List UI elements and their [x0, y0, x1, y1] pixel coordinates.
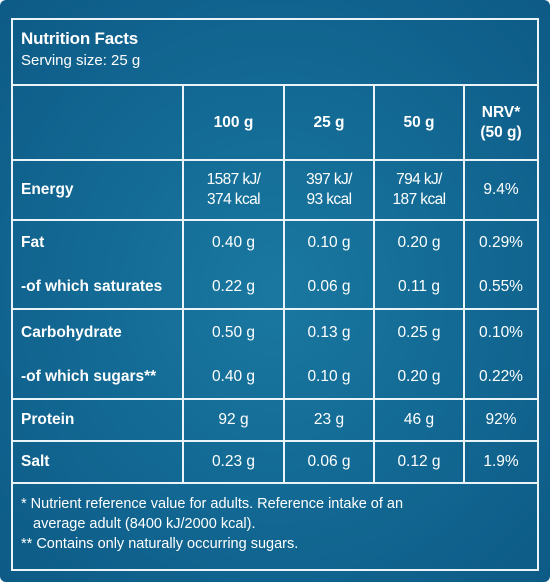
- row-label: -of which saturates: [21, 277, 163, 295]
- table-row-saturates: -of which saturates 0.22 g 0.06 g 0.11 g…: [13, 265, 537, 309]
- energy-25g-kj: 397 kJ/: [306, 171, 352, 188]
- energy-50g-kcal: 187 kcal: [392, 191, 447, 208]
- column-header-100g: 100 g: [182, 86, 284, 160]
- fat-nrv: 0.29%: [463, 219, 537, 265]
- serving-size: Serving size: 25 g: [21, 52, 141, 69]
- energy-nrv: 9.4%: [463, 159, 537, 220]
- row-label: Salt: [13, 440, 183, 482]
- row-label: Protein: [13, 398, 183, 441]
- saturates-per-25g: 0.06 g: [283, 265, 374, 309]
- carbohydrate-per-50g: 0.25 g: [373, 308, 464, 356]
- nrv-portion: (50 g): [480, 123, 522, 141]
- protein-per-100g: 92 g: [182, 398, 284, 441]
- carbohydrate-nrv: 0.10%: [463, 308, 537, 356]
- fat-per-100g: 0.40 g: [182, 219, 284, 265]
- table-row-carbohydrate: Carbohydrate 0.50 g 0.13 g 0.25 g 0.10%: [13, 308, 537, 356]
- energy-25g-kcal: 93 kcal: [306, 191, 353, 208]
- fat-per-50g: 0.20 g: [373, 219, 464, 265]
- nutrition-title: Nutrition Facts: [21, 29, 138, 48]
- energy-per-25g: 397 kJ/ 93 kcal: [283, 159, 374, 220]
- sugars-per-100g: 0.40 g: [182, 356, 284, 399]
- header-blank-cell: [13, 86, 183, 160]
- table-row-fat: Fat 0.40 g 0.10 g 0.20 g 0.29%: [13, 219, 537, 265]
- sugars-per-50g: 0.20 g: [373, 356, 464, 399]
- footnote-nrv: * Nutrient reference value for adults. R…: [21, 496, 404, 512]
- protein-nrv: 92%: [463, 398, 537, 441]
- salt-nrv: 1.9%: [463, 440, 537, 482]
- salt-per-25g: 0.06 g: [283, 440, 374, 482]
- carbohydrate-per-100g: 0.50 g: [182, 308, 284, 356]
- table-header-row: 100 g 25 g 50 g NRV* (50 g): [13, 86, 537, 160]
- fat-per-25g: 0.10 g: [283, 219, 374, 265]
- column-header-nrv: NRV* (50 g): [463, 86, 537, 160]
- sugars-per-25g: 0.10 g: [283, 356, 374, 399]
- saturates-per-100g: 0.22 g: [182, 265, 284, 309]
- footnotes: * Nutrient reference value for adults. R…: [13, 482, 537, 569]
- saturates-nrv: 0.55%: [463, 265, 537, 309]
- protein-per-50g: 46 g: [373, 398, 464, 441]
- nutrition-table: 100 g 25 g 50 g NRV* (50 g) Energy 1587 …: [13, 86, 537, 482]
- energy-50g-kj: 794 kJ/: [396, 171, 442, 188]
- row-label: Fat: [13, 219, 183, 265]
- column-header-25g: 25 g: [283, 86, 374, 160]
- salt-per-50g: 0.12 g: [373, 440, 464, 482]
- table-row-salt: Salt 0.23 g 0.06 g 0.12 g 1.9%: [13, 440, 537, 482]
- nrv-label: NRV*: [481, 103, 521, 121]
- energy-100g-kj: 1587 kJ/: [206, 171, 261, 188]
- column-header-50g: 50 g: [373, 86, 464, 160]
- nutrition-facts-box: Nutrition Facts Serving size: 25 g 100 g…: [11, 18, 539, 571]
- footnote-sugars: ** Contains only naturally occurring sug…: [21, 536, 299, 552]
- sugars-nrv: 0.22%: [463, 356, 537, 399]
- table-row-protein: Protein 92 g 23 g 46 g 92%: [13, 398, 537, 441]
- row-label: Carbohydrate: [13, 308, 183, 356]
- footnote-nrv-continued: average adult (8400 kJ/2000 kcal).: [33, 516, 256, 532]
- protein-per-25g: 23 g: [283, 398, 374, 441]
- energy-per-100g: 1587 kJ/ 374 kcal: [182, 159, 284, 220]
- row-label: Energy: [13, 159, 183, 220]
- carbohydrate-per-25g: 0.13 g: [283, 308, 374, 356]
- table-row-sugars: -of which sugars** 0.40 g 0.10 g 0.20 g …: [13, 356, 537, 399]
- nutrition-header: Nutrition Facts Serving size: 25 g: [13, 20, 537, 86]
- energy-per-50g: 794 kJ/ 187 kcal: [373, 159, 464, 220]
- table-row-energy: Energy 1587 kJ/ 374 kcal 397 kJ/ 93 kcal…: [13, 159, 537, 220]
- saturates-per-50g: 0.11 g: [373, 265, 464, 309]
- row-label: -of which sugars**: [21, 368, 157, 385]
- energy-100g-kcal: 374 kcal: [207, 191, 261, 208]
- salt-per-100g: 0.23 g: [182, 440, 284, 482]
